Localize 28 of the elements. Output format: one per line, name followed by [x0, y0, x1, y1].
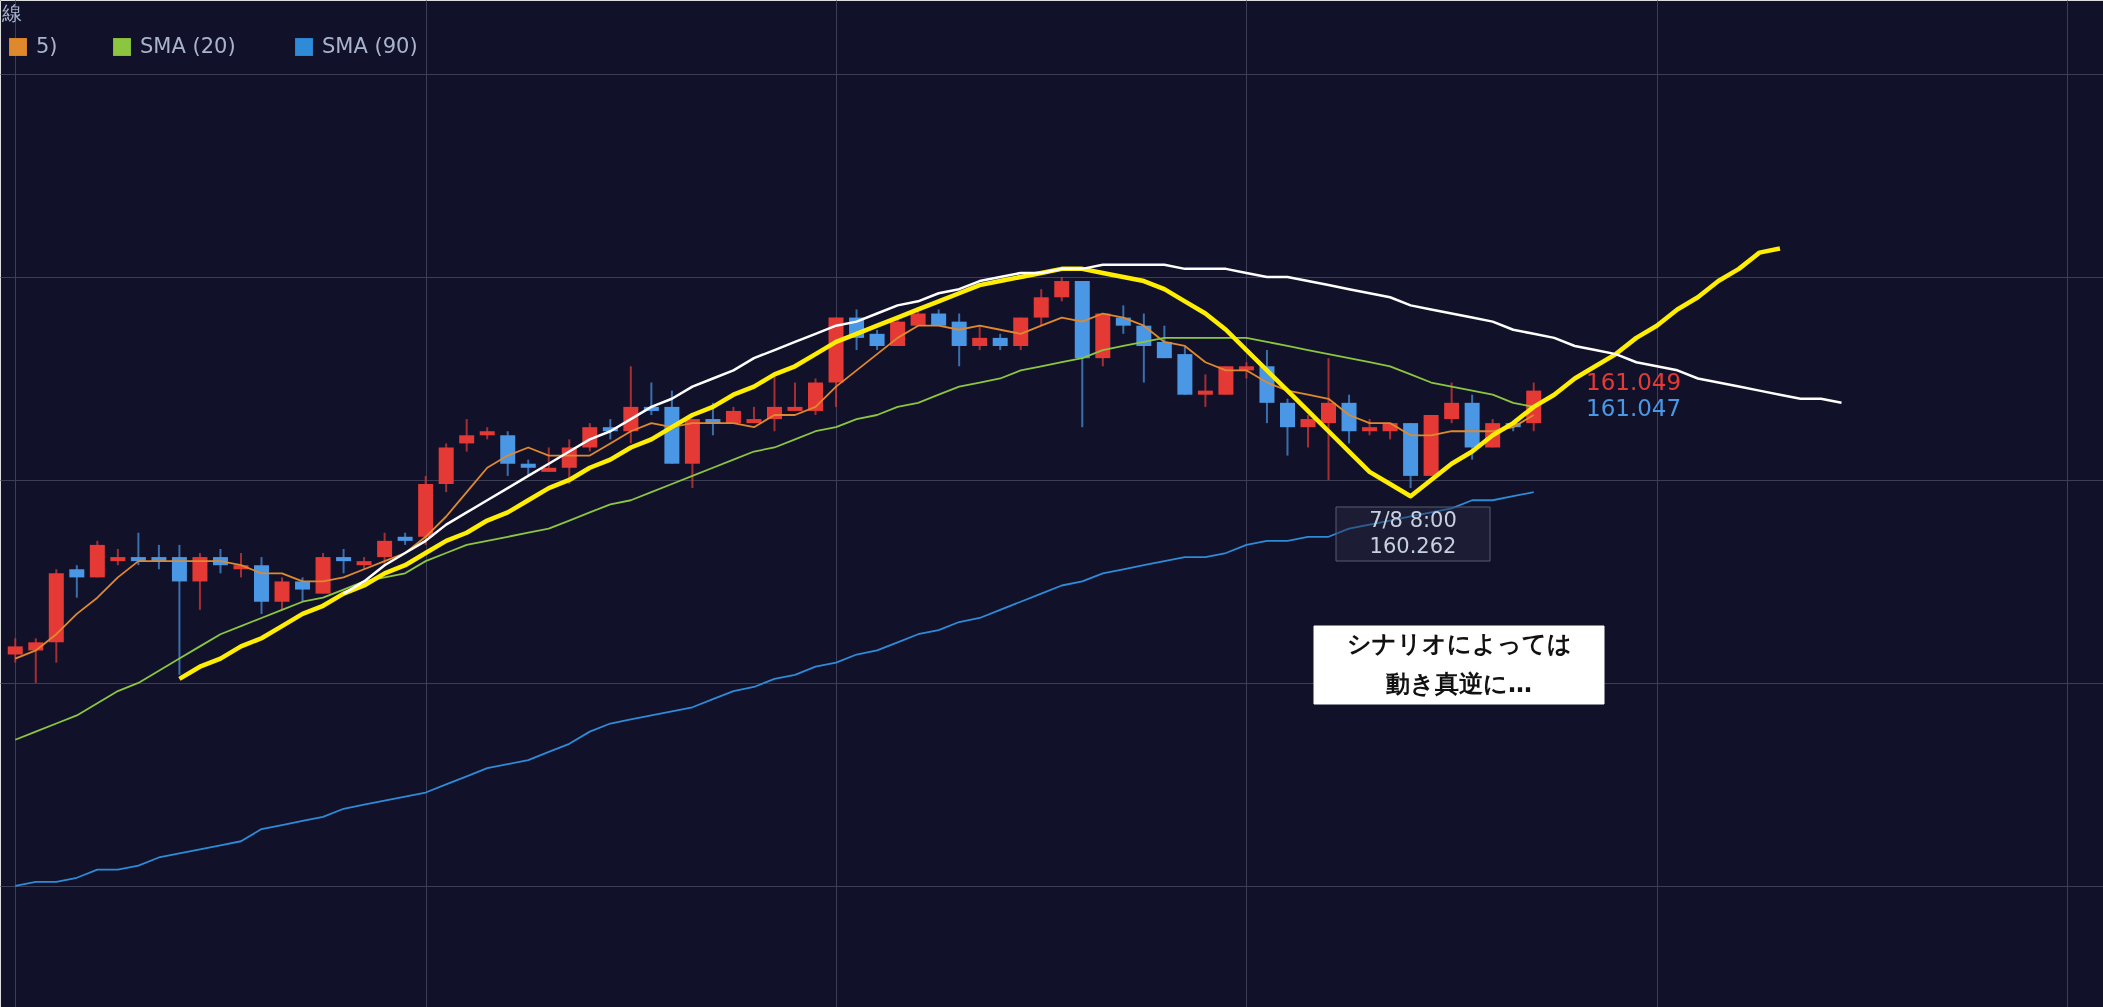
candlestick [1054, 275, 1070, 303]
text: 線 [1, 1, 22, 25]
candlestick [1033, 288, 1049, 327]
candlestick [1156, 324, 1172, 360]
legend-label: SMA (90) [322, 34, 418, 58]
candlestick [377, 531, 393, 567]
annotation: 動き真逆に… [1385, 670, 1532, 698]
candlestick [972, 324, 988, 352]
annotation: 160.262 [1369, 534, 1457, 558]
candlestick [459, 418, 475, 453]
candlestick [541, 446, 557, 473]
annotation: シナリオによっては [1346, 630, 1572, 658]
legend-label: 5) [36, 34, 58, 58]
candlestick [1300, 414, 1316, 449]
candlestick [69, 564, 85, 599]
candlestick [787, 381, 803, 412]
candlestick [1444, 381, 1460, 425]
annotation: 7/8 8:00 [1369, 508, 1457, 532]
candlestick [7, 637, 23, 664]
candlestick [336, 547, 352, 575]
candlestick [1321, 357, 1337, 481]
candlestick [295, 576, 311, 603]
candlestick [274, 576, 290, 611]
legend-label: SMA (20) [140, 34, 236, 58]
candlestick [1197, 373, 1213, 408]
candlestick [869, 328, 885, 352]
annotation: 161.049 [1586, 369, 1682, 395]
annotation: 161.047 [1586, 395, 1682, 421]
